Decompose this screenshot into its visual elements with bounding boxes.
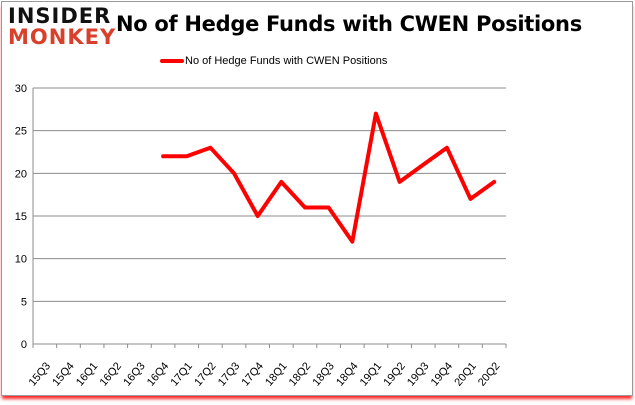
y-tick-label: 30 [15,83,27,95]
logo-line2: MONKEY [8,25,117,49]
x-tick-label: 16Q1 [74,360,100,388]
x-tick-label: 17Q3 [216,360,242,388]
y-tick-label: 25 [15,126,27,138]
logo-line1: INSIDER [8,4,112,28]
x-tick-label: 16Q3 [121,360,147,388]
x-tick-label: 17Q4 [239,360,265,388]
x-tick-label: 16Q2 [98,360,124,388]
x-tick-label: 19Q4 [429,360,455,388]
x-tick-label: 19Q1 [358,360,384,388]
legend-swatch [160,59,184,63]
y-tick-label: 20 [15,168,27,180]
x-tick-label: 17Q1 [169,360,195,388]
series-line [161,111,497,244]
x-tick-label: 16Q4 [145,360,171,388]
x-tick-label: 19Q2 [381,360,407,388]
x-tick-label: 18Q2 [287,360,313,388]
x-tick-label: 18Q3 [310,360,336,388]
x-tick-label: 17Q2 [192,360,218,388]
x-tick-label: 19Q3 [405,360,431,388]
x-tick-label: 18Q4 [334,360,360,388]
y-tick-label: 5 [21,296,27,308]
legend: No of Hedge Funds with CWEN Positions [160,55,387,67]
x-tick-label: 18Q1 [263,360,289,388]
insider-monkey-logo: INSIDER MONKEY [8,6,116,48]
x-tick-label: 20Q2 [476,360,502,388]
chart-title: No of Hedge Funds with CWEN Positions [116,12,582,36]
x-tick-label: 20Q1 [452,360,478,388]
x-tick-label: 15Q3 [27,360,53,388]
legend-label: No of Hedge Funds with CWEN Positions [185,55,388,67]
y-tick-label: 10 [15,254,27,266]
x-tick-label: 15Q4 [50,360,76,388]
chart-frame [1,1,633,396]
y-tick-label: 15 [15,211,27,223]
y-tick-label: 0 [21,339,27,351]
